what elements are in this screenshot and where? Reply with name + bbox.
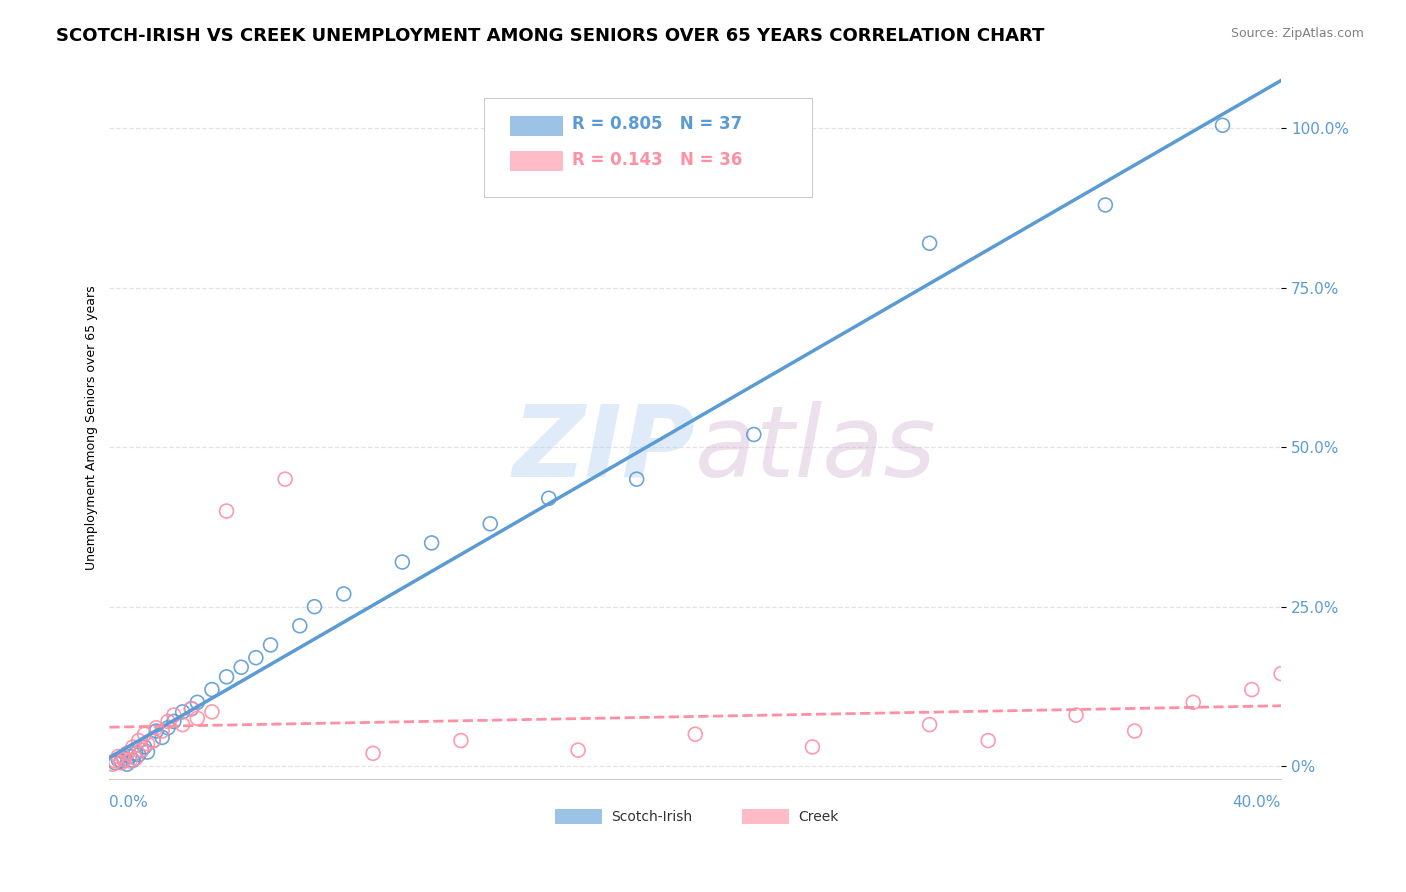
Point [186, 695, 208, 709]
Point [121, 753, 143, 767]
Point [304, 599, 326, 614]
Point [537, 491, 560, 506]
Point [142, 733, 165, 747]
Point [1211, 118, 1233, 132]
Point [121, 739, 143, 754]
Point [110, 754, 132, 768]
Point [131, 743, 153, 757]
Point [115, 747, 138, 761]
Point [134, 727, 156, 741]
Point [361, 747, 384, 761]
Point [918, 717, 941, 731]
Text: Scotch-Irish: Scotch-Irish [610, 810, 692, 823]
Point [136, 737, 159, 751]
Point [136, 745, 159, 759]
Point [1094, 198, 1116, 212]
Bar [510, 151, 562, 170]
Bar [510, 116, 562, 136]
Y-axis label: Unemployment Among Seniors over 65 years: Unemployment Among Seniors over 65 years [86, 285, 98, 571]
Point [420, 536, 443, 550]
Point [142, 733, 165, 747]
Point [259, 638, 281, 652]
Point [125, 751, 148, 765]
Point [128, 747, 150, 762]
Point [479, 516, 502, 531]
Point [201, 705, 224, 719]
Point [118, 754, 141, 768]
Point [172, 717, 194, 731]
Point [128, 733, 150, 747]
Text: Source: ZipAtlas.com: Source: ZipAtlas.com [1230, 27, 1364, 40]
Point [1270, 666, 1292, 681]
Point [450, 733, 472, 747]
Point [172, 705, 194, 719]
Point [977, 733, 1000, 747]
Point [145, 724, 167, 739]
Point [1064, 708, 1087, 723]
Point [125, 747, 148, 761]
Point [288, 619, 311, 633]
Point [215, 504, 238, 518]
Point [391, 555, 413, 569]
Point [104, 756, 127, 770]
Point [107, 749, 129, 764]
Point [1123, 724, 1146, 739]
Text: R = 0.143   N = 36: R = 0.143 N = 36 [572, 151, 742, 169]
Bar [742, 809, 789, 824]
Point [156, 714, 179, 729]
Text: 40.0%: 40.0% [1233, 795, 1281, 810]
Point [118, 749, 141, 764]
Text: R = 0.805   N = 37: R = 0.805 N = 37 [572, 115, 742, 134]
Point [245, 650, 267, 665]
Point [145, 721, 167, 735]
Text: SCOTCH-IRISH VS CREEK UNEMPLOYMENT AMONG SENIORS OVER 65 YEARS CORRELATION CHART: SCOTCH-IRISH VS CREEK UNEMPLOYMENT AMONG… [56, 27, 1045, 45]
Point [163, 714, 186, 729]
Point [107, 753, 129, 767]
Point [180, 702, 202, 716]
Text: atlas: atlas [695, 401, 936, 498]
Point [131, 743, 153, 757]
Point [215, 670, 238, 684]
Point [112, 753, 135, 767]
Point [163, 708, 186, 723]
Text: Creek: Creek [799, 810, 839, 823]
Point [112, 751, 135, 765]
Text: ZIP: ZIP [512, 401, 695, 498]
Point [332, 587, 354, 601]
Point [186, 711, 208, 725]
Text: 0.0%: 0.0% [110, 795, 148, 810]
Point [274, 472, 297, 486]
Point [683, 727, 706, 741]
Point [626, 472, 648, 486]
Point [150, 731, 173, 745]
Point [156, 721, 179, 735]
Point [742, 427, 765, 442]
Point [104, 754, 127, 768]
Bar [554, 809, 602, 824]
Point [134, 739, 156, 754]
Point [201, 682, 224, 697]
Point [567, 743, 589, 757]
Point [1240, 682, 1263, 697]
FancyBboxPatch shape [484, 98, 813, 196]
Point [918, 236, 941, 251]
Point [231, 660, 253, 674]
Point [801, 739, 824, 754]
Point [180, 702, 202, 716]
Point [101, 757, 124, 772]
Point [115, 757, 138, 772]
Point [1182, 695, 1205, 709]
Point [110, 756, 132, 770]
Point [150, 724, 173, 739]
